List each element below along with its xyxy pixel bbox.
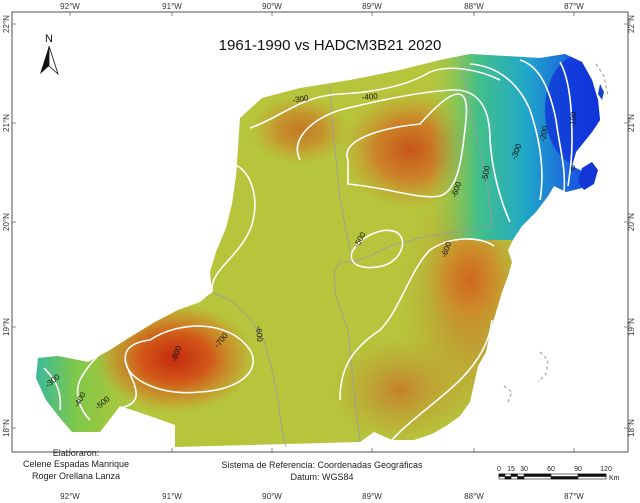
latitude-labels-right: 22°N 21°N 20°N 19°N 18°N [627, 15, 636, 437]
longitude-labels-top: 92°W 91°W 90°W 89°W 88°W 87°W [60, 2, 584, 11]
lat-tick: 20°N [627, 213, 636, 231]
lon-tick: 90°W [262, 2, 282, 11]
lon-tick: 89°W [362, 2, 382, 11]
lat-tick: 20°N [2, 213, 11, 231]
lat-tick: 21°N [627, 114, 636, 132]
credits-heading: Elaboraron: [53, 448, 100, 458]
credits-author-1: Celene Espadas Manrique [23, 459, 129, 469]
lat-tick: 22°N [627, 15, 636, 33]
lon-tick: 88°W [464, 492, 484, 501]
lon-tick: 88°W [464, 2, 484, 11]
north-label: N [45, 33, 53, 45]
lon-tick: 87°W [564, 2, 584, 11]
latitude-labels-left: 22°N 21°N 20°N 19°N 18°N [2, 15, 11, 437]
credits-author-2: Roger Orellana Lanza [32, 471, 120, 481]
contour-label: -600 [254, 325, 264, 342]
contour-label: -400 [361, 92, 378, 102]
lat-tick: 19°N [2, 318, 11, 336]
credits-block: Elaboraron: Celene Espadas Manrique Roge… [23, 448, 129, 481]
scale-tick: 90 [574, 466, 582, 473]
lon-tick: 91°W [162, 2, 182, 11]
contour-label: -100 [568, 111, 578, 128]
contour-label: -500 [480, 164, 492, 182]
contour-label: -300 [292, 93, 310, 105]
graticule-frame [11, 11, 629, 453]
cozumel-island [578, 162, 598, 190]
lat-tick: 19°N [627, 318, 636, 336]
map-title: 1961-1990 vs HADCM3B21 2020 [219, 37, 442, 54]
lon-tick: 92°W [60, 2, 80, 11]
scale-tick: 0 [497, 466, 501, 473]
north-arrow-icon: N [40, 33, 59, 76]
scale-tick: 120 [600, 466, 612, 473]
scale-tick: 60 [547, 466, 555, 473]
scale-unit: Km [609, 475, 620, 482]
contour-lines [43, 59, 573, 441]
contour-labels: -300 -400 -300 -200 -100 0 -600 -500 -50… [44, 92, 579, 412]
lon-tick: 91°W [162, 492, 182, 501]
longitude-labels-bottom: 92°W 91°W 90°W 89°W 88°W 87°W [60, 492, 584, 501]
coastline-cays [503, 63, 609, 403]
reference-block: Sistema de Referencia: Coordenadas Geogr… [221, 460, 423, 482]
lon-tick: 87°W [564, 492, 584, 501]
reference-datum: Datum: WGS84 [290, 472, 353, 482]
lat-tick: 22°N [2, 15, 11, 33]
scale-bar: 0 15 30 60 90 120 Km [497, 466, 620, 482]
graticule-ticks [12, 12, 628, 452]
lat-tick: 18°N [627, 419, 636, 437]
lon-tick: 92°W [60, 492, 80, 501]
lon-tick: 90°W [262, 492, 282, 501]
lat-tick: 21°N [2, 114, 11, 132]
state-borders [211, 57, 493, 448]
contour-label: -200 [538, 124, 550, 142]
lon-tick: 89°W [362, 492, 382, 501]
scale-tick: 30 [520, 466, 528, 473]
islet [598, 84, 604, 100]
contour-label: 0 [569, 163, 576, 173]
reference-system: Sistema de Referencia: Coordenadas Geogr… [221, 460, 423, 470]
lat-tick: 18°N [2, 419, 11, 437]
scale-tick: 15 [507, 466, 515, 473]
